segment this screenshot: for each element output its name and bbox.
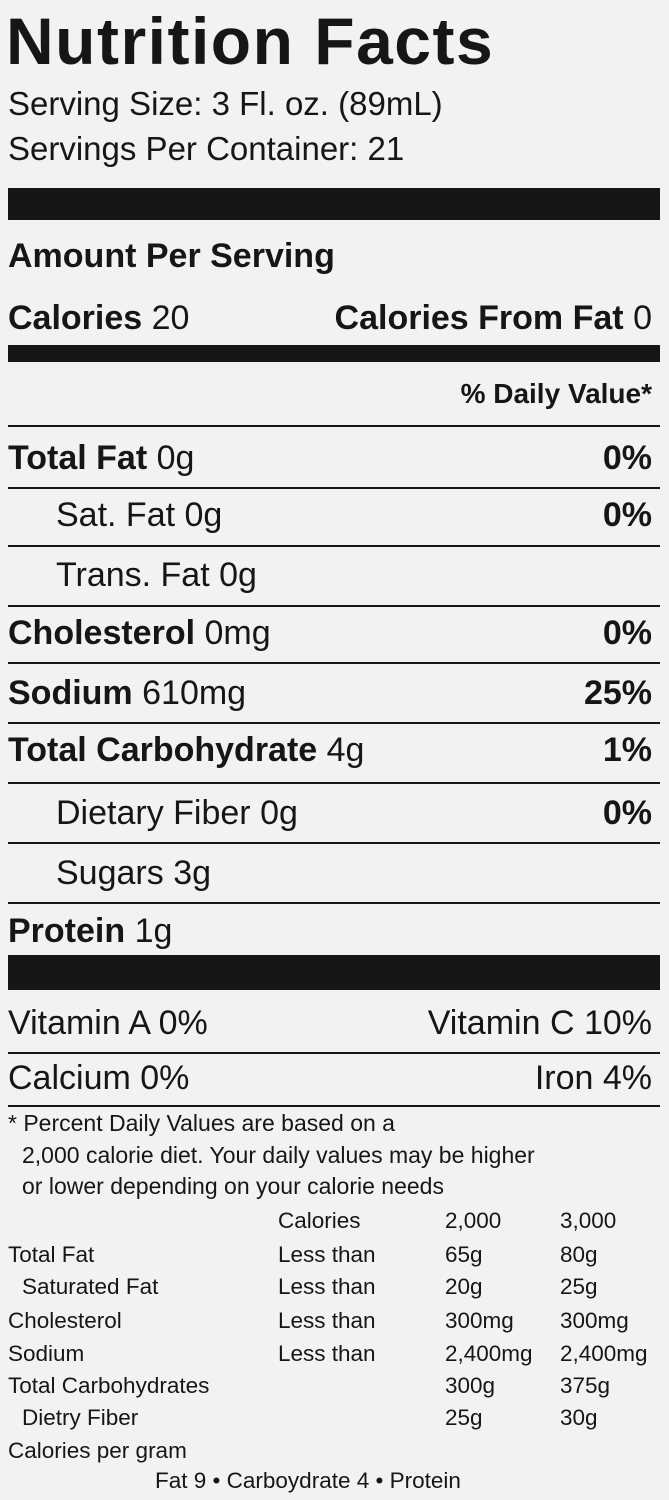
table-header: 2,000 <box>445 1208 502 1233</box>
nutrient: Cholesterol 0mg <box>8 616 271 650</box>
calories-per-gram: Fat 9 • Carboydrate 4 • Protein <box>155 1468 461 1493</box>
text: Sugars <box>56 854 164 892</box>
table-cell: Less than <box>278 1242 376 1267</box>
table-cell: Less than <box>278 1274 376 1299</box>
table-header: Calories <box>278 1208 361 1233</box>
servings-per-container: Servings Per Container: 21 <box>8 130 405 167</box>
rule <box>8 782 660 784</box>
nutrient: Sugars 3g <box>56 856 211 890</box>
text: Cholesterol <box>8 614 196 652</box>
table-cell: Saturated Fat <box>22 1274 159 1299</box>
amount-per-serving: Amount Per Serving <box>8 237 335 275</box>
footnote: or lower depending on your calorie needs <box>22 1173 444 1199</box>
rule <box>8 545 660 547</box>
table-cell: Less than <box>278 1308 376 1333</box>
footnote: 2,000 calorie diet. Your daily values ma… <box>22 1142 535 1168</box>
nutrient: Total Carbohydrate 4g <box>8 733 364 767</box>
rule <box>8 722 660 724</box>
vitamin: Iron 4% <box>534 1059 652 1097</box>
table-header: 3,000 <box>560 1208 617 1233</box>
text: Calories <box>8 299 143 337</box>
table-cell: 20g <box>445 1274 483 1299</box>
text: 0g <box>219 556 257 594</box>
table-cell: Total Carbohydrates <box>8 1373 210 1398</box>
vitamin: Vitamin A 0% <box>8 1004 208 1042</box>
text: 610mg <box>142 674 247 712</box>
daily-value-header: % Daily Value* <box>460 378 652 409</box>
table-cell: Sodium <box>8 1341 85 1366</box>
table-cell: 300mg <box>560 1308 629 1333</box>
daily-value: 1% <box>602 731 652 769</box>
rule <box>8 605 660 607</box>
rule <box>8 487 660 489</box>
thick-rule <box>8 188 660 220</box>
nutrient: Dietary Fiber 0g <box>56 796 298 830</box>
text: 20 <box>151 299 190 337</box>
rule <box>8 842 660 844</box>
thick-rule <box>8 955 660 990</box>
table-cell: 375g <box>560 1373 611 1398</box>
text: Sat. Fat <box>56 496 176 534</box>
calories-per-gram-label: Calories per gram <box>8 1438 187 1463</box>
table-cell: Dietry Fiber <box>22 1405 139 1430</box>
footnote: * Percent Daily Values are based on a <box>8 1110 395 1136</box>
daily-value: 25% <box>583 674 652 712</box>
rule <box>8 902 660 904</box>
calories-row: Calories 20 <box>8 301 189 335</box>
text: Protein <box>8 912 126 950</box>
text: Total Fat <box>8 439 148 477</box>
text: 1g <box>134 912 173 950</box>
rule <box>8 425 660 427</box>
table-cell: Total Fat <box>8 1242 95 1267</box>
text: 0mg <box>204 614 271 652</box>
rule <box>8 662 660 664</box>
daily-value: 0% <box>602 439 652 477</box>
table-cell: 300g <box>445 1373 496 1398</box>
serving-size: Serving Size: 3 Fl. oz. (89mL) <box>8 85 443 122</box>
daily-value: 0% <box>602 614 652 652</box>
table-cell: 2,400mg <box>445 1341 533 1366</box>
nutrient: Sodium 610mg <box>8 676 246 710</box>
table-cell: Cholesterol <box>8 1308 122 1333</box>
table-cell: Less than <box>278 1341 376 1366</box>
calories-from-fat-row: Calories From Fat 0 <box>335 301 652 335</box>
nutrient: Total Fat 0g <box>8 441 194 475</box>
title: Nutrition Facts <box>6 4 495 78</box>
vitamin: Calcium 0% <box>8 1059 190 1097</box>
text: 4g <box>326 731 365 769</box>
nutrient: Sat. Fat 0g <box>56 498 222 532</box>
vitamin: Vitamin C 10% <box>427 1004 652 1042</box>
daily-value: 0% <box>602 794 652 832</box>
text: 0g <box>184 496 223 534</box>
text: 0g <box>156 439 195 477</box>
table-cell: 300mg <box>445 1308 514 1333</box>
table-cell: 30g <box>560 1405 598 1430</box>
rule <box>8 1105 660 1107</box>
text: Dietary Fiber <box>56 794 251 832</box>
medium-rule <box>8 345 660 362</box>
text: Trans. Fat <box>56 556 210 594</box>
text: Sodium <box>8 674 133 712</box>
table-cell: 25g <box>560 1274 598 1299</box>
table-cell: 25g <box>445 1405 483 1430</box>
text: 3g <box>173 854 212 892</box>
text: 0g <box>260 794 298 832</box>
rule <box>8 1052 660 1054</box>
text: Total Carbohydrate <box>8 731 318 769</box>
daily-value: 0% <box>602 496 652 534</box>
table-cell: 80g <box>560 1242 598 1267</box>
table-cell: 65g <box>445 1242 483 1267</box>
nutrient: Protein 1g <box>8 914 172 948</box>
table-cell: 2,400mg <box>560 1341 648 1366</box>
nutrient: Trans. Fat 0g <box>56 558 257 592</box>
text: 0 <box>633 299 652 337</box>
text: Calories From Fat <box>334 299 624 337</box>
